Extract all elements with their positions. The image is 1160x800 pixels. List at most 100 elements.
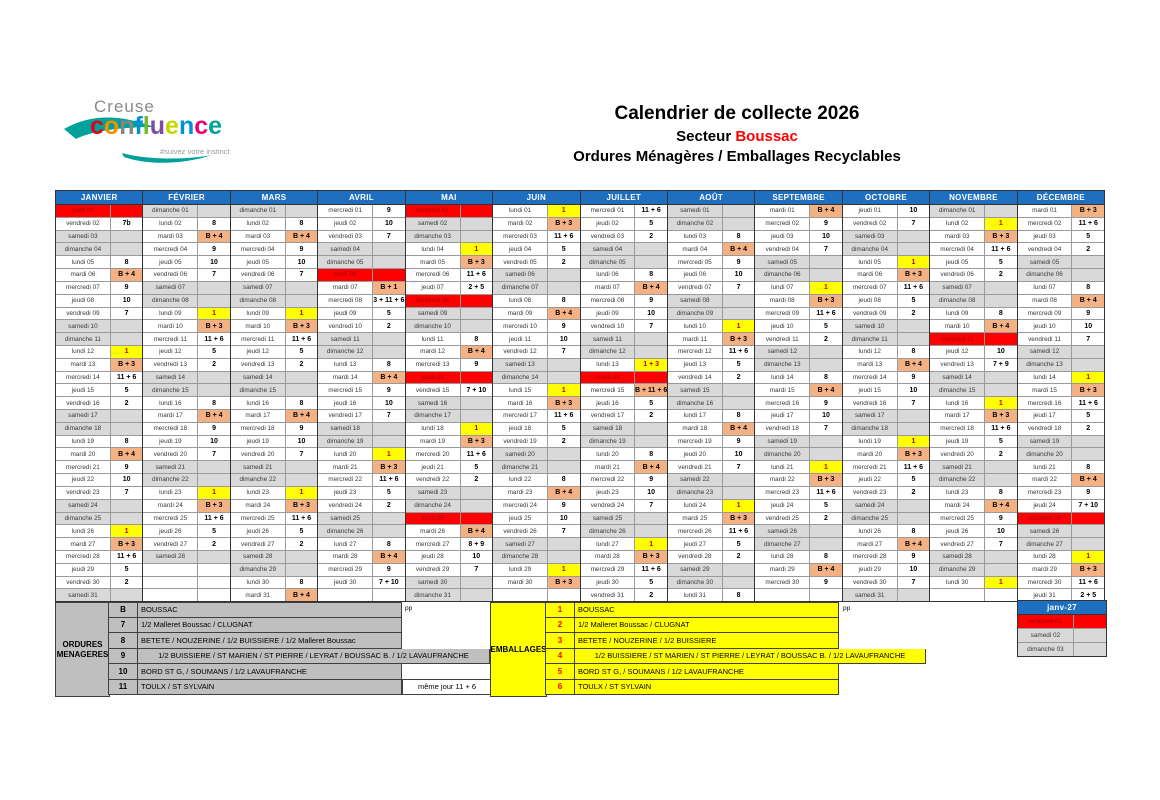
day-row: vendredi 19 2 xyxy=(493,435,580,449)
legend-route-communes: 1/2 BUISSIERE / ST MARIEN / ST PIERRE / … xyxy=(575,648,926,664)
day-name: mardi 17 xyxy=(930,410,986,422)
day-code xyxy=(460,307,493,320)
day-code: 1 xyxy=(810,461,842,474)
mini-month-header: janv-27 xyxy=(1018,601,1106,615)
day-name: samedi 04 xyxy=(580,243,636,256)
day-code: 2 xyxy=(635,410,667,422)
legend-row: 6 TOULX / ST SYLVAIN xyxy=(545,679,926,695)
day-code: B + 3 xyxy=(547,217,580,230)
day-code: 7 xyxy=(810,422,842,435)
day-name: lundi 05 xyxy=(842,256,898,269)
day-name: lundi 07 xyxy=(1017,281,1073,294)
day-name: jeudi 23 xyxy=(580,486,636,499)
day-name: dimanche 19 xyxy=(580,435,636,448)
day-code: 1 xyxy=(460,243,493,256)
day-code: 5 xyxy=(373,486,405,499)
day-row: mardi 22 B + 4 xyxy=(1017,474,1105,487)
day-code xyxy=(285,461,318,474)
day-code: 1 xyxy=(635,538,667,550)
day-row: samedi 30 xyxy=(405,576,493,590)
day-name: samedi 11 xyxy=(318,333,374,345)
day-code: B + 4 xyxy=(1072,294,1105,307)
day-code xyxy=(547,550,580,563)
day-name: samedi 25 xyxy=(580,512,636,525)
day-row: lundi 12 1 xyxy=(56,345,143,359)
day-code xyxy=(897,333,930,345)
month-column: AVRIL mercredi 01 9 jeudi 02 10 vendredi 03 7 s… xyxy=(317,190,405,602)
day-name: samedi 07 xyxy=(930,281,986,294)
day-row: jeudi 01 10 xyxy=(842,205,930,218)
swoosh-icon xyxy=(64,117,212,163)
day-name: vendredi 24 xyxy=(318,499,374,512)
day-code: 9 xyxy=(547,320,580,333)
day-row: mardi 14 xyxy=(580,371,667,385)
day-row: samedi 24 xyxy=(842,499,930,513)
day-row: dimanche 07 xyxy=(493,281,580,295)
day-code: 11 + 6 xyxy=(635,205,667,217)
day-row: jeudi 14 xyxy=(405,371,493,385)
day-row: dimanche 05 xyxy=(318,256,405,270)
day-name: samedi 27 xyxy=(493,538,548,550)
day-code xyxy=(897,422,930,435)
day-name: mardi 10 xyxy=(930,320,986,333)
day-name: lundi 20 xyxy=(318,448,374,461)
day-name: vendredi 30 xyxy=(56,576,111,589)
day-name: mercredi 04 xyxy=(930,243,986,256)
day-name: vendredi 07 xyxy=(667,281,723,294)
day-row: vendredi 03 7 xyxy=(318,230,405,244)
day-row: mardi 10 B + 3 xyxy=(143,320,230,334)
day-name: dimanche 26 xyxy=(580,525,636,538)
day-name: mercredi 25 xyxy=(930,512,986,525)
day-name: jeudi 29 xyxy=(56,563,111,576)
day-row: jeudi 21 5 xyxy=(405,461,493,475)
day-name: lundi 23 xyxy=(143,486,199,499)
day-name: mardi 15 xyxy=(755,384,811,397)
day-row: mardi 17 B + 4 xyxy=(230,410,318,423)
day-code: 7 xyxy=(285,269,318,281)
day-name: mercredi 30 xyxy=(1017,576,1073,589)
day-row: dimanche 05 xyxy=(580,256,667,270)
legend-route-communes: BOUSSAC xyxy=(575,602,839,618)
day-name: dimanche 17 xyxy=(405,410,461,422)
day-code: B + 3 xyxy=(198,499,230,512)
day-name: samedi 07 xyxy=(143,281,199,294)
day-name: dimanche 06 xyxy=(755,269,811,281)
day-code: 8 xyxy=(722,230,755,243)
day-code xyxy=(373,435,405,448)
day-name: dimanche 12 xyxy=(318,345,374,358)
day-name: samedi 07 xyxy=(230,281,286,294)
day-row: dimanche 15 xyxy=(930,384,1017,398)
day-name: jeudi 17 xyxy=(755,410,811,422)
day-name: samedi 14 xyxy=(930,371,986,384)
day-name: dimanche 18 xyxy=(56,422,111,435)
logo-letter: u xyxy=(149,112,166,140)
day-row: jeudi 30 5 xyxy=(580,576,667,590)
day-row: lundi 23 1 xyxy=(143,486,230,500)
day-name: vendredi 23 xyxy=(842,486,898,499)
day-name xyxy=(755,589,811,602)
day-name: samedi 31 xyxy=(56,589,111,602)
day-row: mercredi 30 9 xyxy=(755,576,842,590)
day-code: 10 xyxy=(985,345,1017,358)
day-code: 8 xyxy=(110,435,143,448)
day-row: mardi 07 B + 1 xyxy=(318,281,405,295)
day-code: 8 xyxy=(547,294,580,307)
day-code: 11 + 6 xyxy=(110,371,143,384)
day-row: lundi 23 1 xyxy=(230,486,318,500)
legend-route-communes: 1/2 Malleret Boussac / CLUGNAT xyxy=(575,617,839,633)
day-row: vendredi 04 7 xyxy=(755,243,842,257)
day-code xyxy=(1072,256,1105,269)
day-name: vendredi 24 xyxy=(580,499,636,512)
day-code xyxy=(1073,615,1106,628)
day-row: mercredi 06 11 + 6 xyxy=(405,269,493,282)
day-name: mercredi 14 xyxy=(56,371,111,384)
day-name: lundi 15 xyxy=(493,384,548,397)
day-code: B + 1 xyxy=(373,281,405,294)
day-code xyxy=(985,333,1017,345)
day-name: mercredi 11 xyxy=(230,333,286,345)
day-code: 9 xyxy=(285,243,318,256)
day-name: lundi 30 xyxy=(230,576,286,589)
day-row: samedi 14 xyxy=(143,371,230,385)
day-code: 2 xyxy=(110,397,143,409)
day-row: samedi 18 xyxy=(318,422,405,436)
